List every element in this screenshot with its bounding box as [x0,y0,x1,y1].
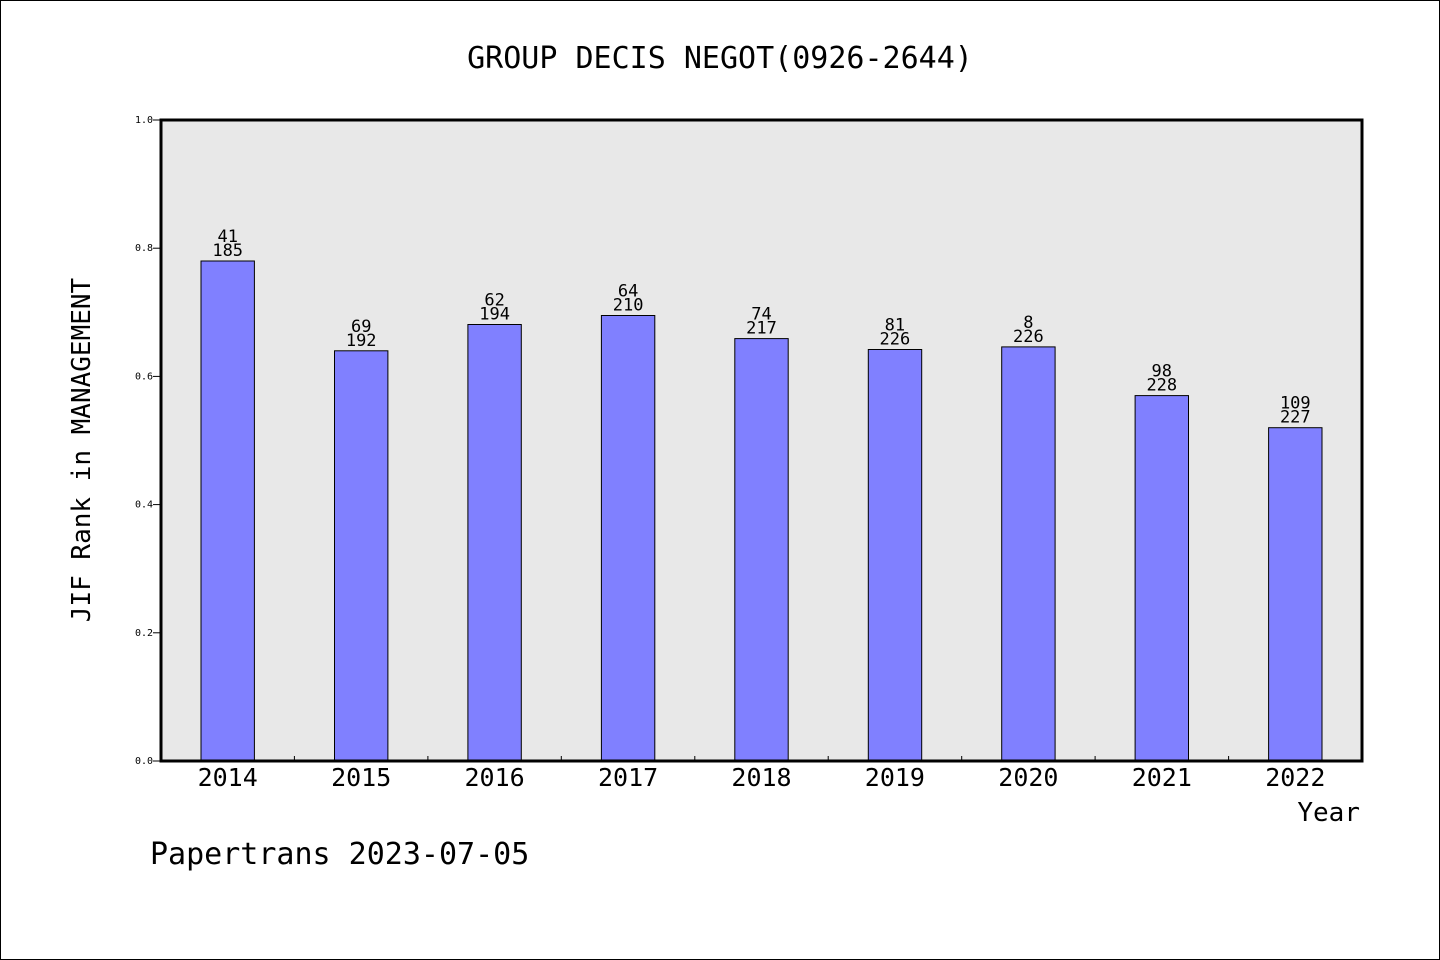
data-label-total-2022: 227 [1280,408,1311,428]
x-tick-label-2018: 2018 [731,763,791,792]
chart-title: GROUP DECIS NEGOT(0926-2644) [467,41,973,76]
data-label-total-2017: 210 [613,296,644,316]
y-tick-label-0.8: 0.8 [135,243,153,254]
y-tick-label-0.6: 0.6 [135,371,153,382]
data-label-rank-2021: 98 [1152,362,1172,382]
data-label-rank-2020: 8 [1023,313,1033,333]
bars-layer [200,260,1323,762]
y-tick-label-1.0: 1.0 [135,115,153,126]
y-axis-label: JIF Rank in MANAGEMENT [67,277,97,622]
y-tick-label-0.0: 0.0 [135,756,153,767]
bar-2021 [1134,395,1189,762]
y-tick-label-0.2: 0.2 [135,628,153,639]
x-axis: 2014 2015 2016 2017 2018 2019 2020 2021 2022 [198,756,1325,792]
bar-2022 [1268,427,1323,762]
data-label-rank-2015: 69 [351,317,371,337]
bar-2017 [600,315,656,762]
data-label-rank-2017: 64 [618,282,638,302]
data-label-rank-2014: 41 [217,227,237,247]
x-tick-label-2017: 2017 [598,763,658,792]
bar-2014 [200,260,255,762]
y-axis: 0.0 0.2 0.4 0.6 0.8 1.0 [135,115,161,767]
bar-2016 [467,324,522,762]
bar-2015 [334,350,389,762]
data-label-rank-2019: 81 [885,316,905,336]
bar-2018 [734,338,789,762]
data-label-total-2021: 228 [1146,376,1177,396]
plot-frame [159,118,1364,763]
data-label-total-2015: 192 [346,331,377,351]
data-label-total-2019: 226 [880,330,911,350]
data-label-rank-2022: 109 [1280,394,1311,414]
x-tick-label-2014: 2014 [198,763,258,792]
x-axis-label: Year [1297,798,1360,828]
x-tick-label-2019: 2019 [865,763,925,792]
data-label-total-2020: 226 [1013,327,1044,347]
data-label-rank-2018: 74 [751,305,771,325]
x-tick-label-2015: 2015 [331,763,391,792]
data-label-total-2014: 185 [212,241,243,261]
data-label-total-2018: 217 [746,319,777,339]
bar-2020 [1001,346,1056,762]
x-tick-label-2020: 2020 [998,763,1058,792]
x-tick-label-2016: 2016 [464,763,524,792]
y-tick-label-0.4: 0.4 [135,500,153,511]
bar-2019 [867,349,923,762]
x-tick-label-2021: 2021 [1132,763,1192,792]
x-tick-label-2022: 2022 [1265,763,1325,792]
data-label-rank-2016: 62 [484,291,504,311]
footer-source-date: Papertrans 2023-07-05 [150,837,529,872]
data-label-total-2016: 194 [479,305,510,325]
